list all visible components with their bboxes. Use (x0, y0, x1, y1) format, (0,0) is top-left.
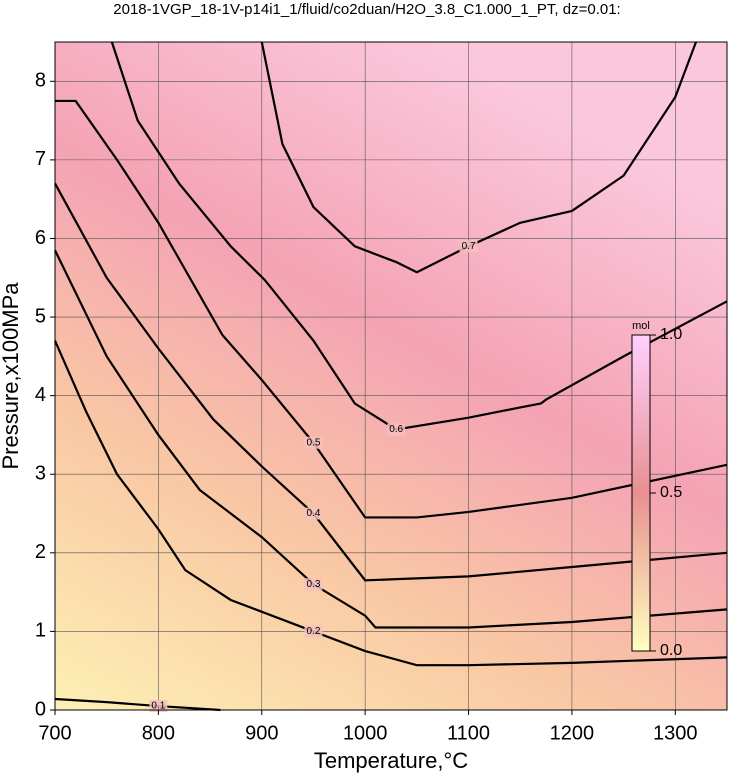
x-tick-label: 700 (38, 722, 71, 744)
contour-line (260, 41, 698, 274)
contour-label: 0.6 (389, 424, 403, 435)
colorbar-tick-label: 0.5 (660, 484, 682, 501)
chart-title: 2018-1VGP_18-1V-p14i1_1/fluid/co2duan/H2… (113, 1, 620, 18)
plot-frame (54, 41, 728, 711)
contour-label-bg (304, 436, 323, 449)
contour-label-bg (149, 700, 168, 713)
x-tick-label: 1100 (447, 722, 490, 744)
y-tick-label: 6 (35, 227, 46, 249)
contour-line (55, 99, 728, 519)
contour-label: 0.5 (307, 437, 321, 448)
y-tick-label: 5 (35, 305, 46, 327)
x-tick-label: 1300 (653, 722, 698, 744)
x-tick-label: 800 (142, 722, 175, 744)
colorbar (631, 334, 651, 652)
contour-label-bg (304, 625, 323, 638)
contour-label-bg (387, 423, 406, 436)
y-tick-label: 2 (35, 541, 46, 563)
y-tick-label: 8 (35, 70, 46, 92)
y-tick-label: 4 (35, 384, 46, 406)
contour-label-bg (304, 578, 323, 591)
colorbar-tick-label: 1.0 (660, 326, 682, 343)
contour-line (54, 697, 221, 712)
colorbar-tick-label: 0.0 (660, 642, 682, 659)
contour-label: 0.2 (307, 626, 321, 637)
contour-label: 0.7 (462, 241, 476, 252)
x-axis-label: Temperature,°C (314, 748, 468, 773)
contour-line (110, 41, 728, 431)
x-tick-label: 900 (245, 722, 278, 744)
contour-label: 0.1 (151, 701, 165, 712)
y-tick-label: 1 (35, 620, 46, 642)
contour-line (53, 340, 728, 667)
x-tick-label: 1000 (343, 722, 388, 744)
contour-label-bg (459, 240, 478, 253)
contour-line (54, 182, 728, 582)
y-tick-label: 3 (35, 463, 46, 485)
contour-label: 0.3 (307, 579, 321, 590)
colorbar-label: mol (632, 320, 650, 332)
y-tick-label: 7 (35, 148, 46, 170)
contour-label: 0.4 (307, 508, 321, 519)
y-axis-label: Pressure,x100MPa (0, 282, 23, 470)
contour-label-bg (304, 507, 323, 520)
x-tick-label: 1200 (550, 722, 595, 744)
y-tick-label: 0 (35, 698, 46, 720)
plot-background (55, 42, 727, 710)
